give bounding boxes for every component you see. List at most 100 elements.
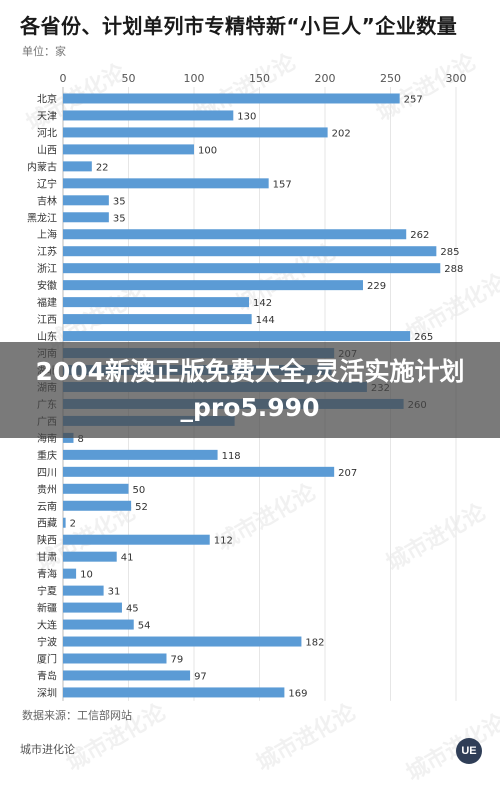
brand-label: 城市进化论	[20, 743, 75, 756]
data-label: 52	[135, 502, 148, 513]
x-tick-label: 50	[122, 72, 136, 85]
overlay-banner: 2004新澳正版免费大全,灵活实施计划_pro5.990	[0, 342, 500, 438]
data-label: 35	[113, 213, 126, 224]
category-label: 大连	[37, 619, 57, 632]
category-label: 山东	[37, 330, 57, 343]
brand-logo-icon: UE	[456, 738, 482, 764]
category-label: 江西	[37, 314, 57, 326]
bar	[63, 263, 441, 274]
data-label: 182	[305, 638, 324, 649]
category-label: 宁夏	[37, 585, 57, 598]
bar	[63, 297, 250, 308]
x-tick-label: 150	[249, 72, 270, 85]
data-label: 207	[338, 468, 357, 479]
data-label: 41	[121, 553, 134, 564]
category-label: 河北	[37, 127, 57, 139]
category-label: 内蒙古	[27, 160, 57, 173]
data-label: 112	[214, 536, 233, 547]
bar	[63, 466, 335, 477]
data-label: 202	[332, 128, 351, 139]
category-label: 贵州	[37, 483, 57, 496]
data-label: 142	[253, 298, 272, 309]
chart-title: 各省份、计划单列市专精特新“小巨人”企业数量	[20, 14, 458, 38]
bar	[63, 110, 234, 121]
category-label: 甘肃	[37, 551, 57, 564]
bar	[63, 280, 363, 291]
category-label: 四川	[37, 468, 57, 479]
category-label: 北京	[37, 92, 57, 105]
source-note: 数据来源：工信部网站	[22, 709, 132, 722]
x-tick-label: 200	[315, 72, 336, 85]
bar	[63, 517, 66, 528]
category-label: 陕西	[37, 534, 57, 547]
data-label: 285	[440, 247, 459, 258]
data-label: 229	[367, 281, 386, 292]
category-label: 青岛	[37, 669, 57, 682]
data-label: 8	[77, 434, 83, 445]
category-label: 深圳	[37, 687, 57, 699]
category-label: 云南	[37, 500, 57, 513]
bar	[63, 687, 285, 698]
category-label: 辽宁	[37, 177, 57, 190]
bar	[63, 178, 269, 189]
bar	[63, 500, 132, 511]
bar	[63, 229, 407, 240]
bar	[63, 670, 191, 681]
category-label: 新疆	[37, 602, 57, 615]
category-label: 上海	[37, 228, 57, 241]
data-label: 265	[414, 332, 433, 343]
bar	[63, 127, 328, 138]
bar	[63, 195, 109, 206]
category-label: 安徽	[37, 279, 57, 292]
bar	[63, 551, 117, 562]
data-label: 97	[194, 671, 207, 682]
bar	[63, 585, 104, 596]
bar	[63, 483, 129, 494]
data-label: 169	[288, 688, 307, 699]
category-label: 福建	[37, 296, 57, 309]
bar	[63, 619, 134, 630]
data-label: 130	[237, 111, 256, 122]
data-label: 144	[256, 315, 275, 326]
category-label: 重庆	[37, 449, 57, 462]
category-label: 山西	[37, 144, 57, 156]
data-label: 100	[198, 145, 217, 156]
bar	[63, 246, 437, 257]
bar	[63, 93, 400, 104]
overlay-banner-text: 2004新澳正版免费大全,灵活实施计划_pro5.990	[35, 357, 465, 422]
category-label: 江苏	[37, 245, 57, 258]
category-label: 青海	[37, 568, 57, 581]
data-label: 157	[273, 179, 292, 190]
data-label: 118	[222, 451, 241, 462]
data-label: 257	[404, 94, 423, 105]
data-label: 79	[170, 654, 183, 665]
category-label: 吉林	[37, 194, 57, 207]
watermark: 城市进化论	[252, 699, 361, 777]
category-label: 西藏	[37, 518, 57, 530]
bar	[63, 314, 252, 325]
data-label: 45	[126, 604, 139, 615]
data-label: 35	[113, 196, 126, 207]
bar	[63, 449, 218, 460]
data-label: 262	[410, 230, 429, 241]
bar	[63, 602, 122, 613]
bar	[63, 212, 109, 223]
category-label: 厦门	[37, 652, 57, 665]
x-tick-label: 300	[446, 72, 467, 85]
bar	[63, 653, 167, 664]
x-tick-label: 250	[380, 72, 401, 85]
category-label: 黑龙江	[27, 211, 57, 224]
data-label: 54	[138, 621, 151, 632]
data-label: 22	[96, 162, 109, 173]
x-tick-label: 100	[184, 72, 205, 85]
data-label: 10	[80, 570, 93, 581]
data-label: 31	[108, 587, 121, 598]
data-label: 50	[133, 485, 146, 496]
category-label: 浙江	[37, 263, 57, 275]
category-label: 宁波	[37, 636, 57, 649]
data-label: 2	[70, 519, 76, 530]
unit-label: 单位：家	[22, 45, 66, 58]
category-label: 天津	[37, 110, 57, 122]
bar	[63, 161, 92, 172]
bar	[63, 568, 77, 579]
